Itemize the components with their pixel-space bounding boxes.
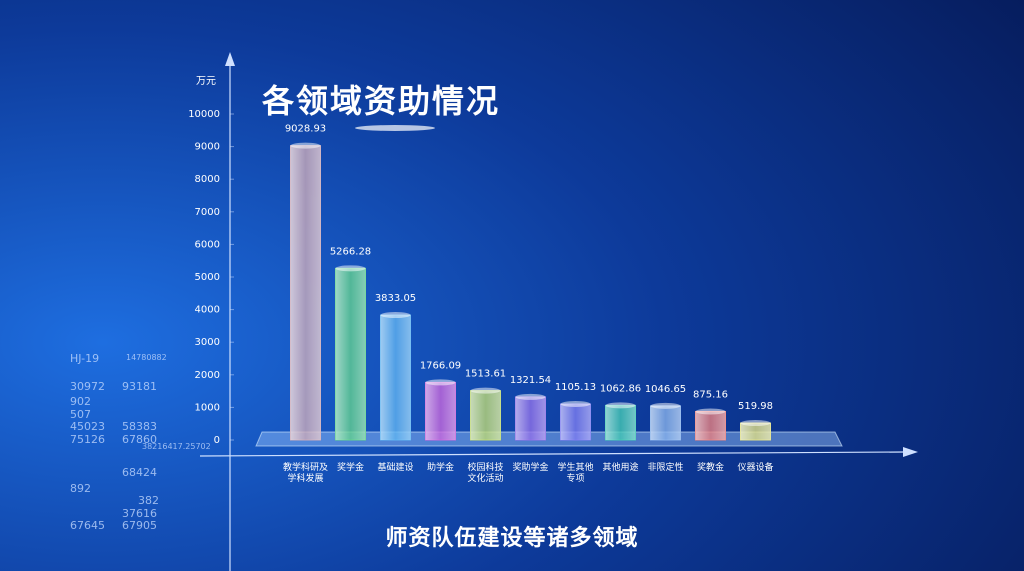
hud-number: 38216417.25702 xyxy=(142,442,211,451)
bar-shine xyxy=(515,396,546,440)
bar-top xyxy=(560,400,591,407)
bar-shine xyxy=(290,145,321,441)
y-tick-label: 5000 xyxy=(195,272,220,283)
x-tick-label: 助学金 xyxy=(426,463,454,473)
hud-number: 67905 xyxy=(122,519,157,532)
y-tick-label: 9000 xyxy=(195,142,220,153)
hud-number: 37616 xyxy=(122,507,157,520)
value-label: 1513.61 xyxy=(465,369,506,380)
bar-top xyxy=(470,387,501,394)
hud-number: 67860 xyxy=(122,433,157,446)
bar-shine xyxy=(695,411,726,440)
bar-shine xyxy=(605,405,636,440)
bar-shine xyxy=(470,390,501,440)
bar-shine xyxy=(335,268,366,440)
x-tick-label: 仪器设备 xyxy=(737,463,774,473)
value-label: 1062.86 xyxy=(600,383,641,394)
bar-top xyxy=(650,402,681,409)
bar-shine xyxy=(740,423,771,440)
bar-top xyxy=(515,393,546,400)
x-tick-label: 学生其他 专项 xyxy=(557,463,594,484)
bar-top xyxy=(740,420,771,427)
y-axis-label: 万元 xyxy=(196,76,216,87)
hud-number: 45023 xyxy=(70,420,105,433)
bar-top xyxy=(335,265,366,272)
y-tick-label: 3000 xyxy=(195,337,220,348)
value-label: 1766.09 xyxy=(420,360,461,371)
value-label: 1105.13 xyxy=(555,382,596,393)
x-tick-label: 其他用途 xyxy=(602,463,639,473)
bar-shine xyxy=(560,403,591,440)
value-label: 1321.54 xyxy=(510,375,551,386)
bar-shine xyxy=(650,405,681,440)
hud-number: 75126 xyxy=(70,433,105,446)
x-tick-label: 教学科研及 学科发展 xyxy=(282,463,328,484)
y-tick-label: 0 xyxy=(214,435,220,446)
bar-shine xyxy=(425,382,456,440)
bar-top xyxy=(605,402,636,409)
y-tick-label: 4000 xyxy=(195,305,220,316)
y-tick-label: 1000 xyxy=(195,402,220,413)
x-tick-label: 奖学金 xyxy=(336,463,364,473)
bar-shine xyxy=(380,315,411,440)
bar-top xyxy=(425,379,456,386)
x-axis xyxy=(199,451,906,457)
y-arrow xyxy=(225,52,235,66)
y-tick-label: 6000 xyxy=(195,239,220,250)
glow xyxy=(355,125,435,131)
hud-number: 30972 xyxy=(70,380,105,393)
x-tick-label: 非限定性 xyxy=(647,463,684,473)
hud-number: 507 xyxy=(70,408,91,421)
bar-top xyxy=(695,408,726,415)
x-tick-label: 奖助学金 xyxy=(512,463,549,473)
hud-number: 902 xyxy=(70,395,91,408)
chart-title: 各领域资助情况 xyxy=(262,82,501,120)
value-label: 875.16 xyxy=(693,389,728,400)
hud-number: 382 xyxy=(138,494,159,507)
x-tick-label: 基础建设 xyxy=(377,463,414,473)
x-arrow xyxy=(903,447,918,457)
bar-top xyxy=(380,312,411,319)
y-tick-label: 8000 xyxy=(195,174,220,185)
hud-number: 14780882 xyxy=(126,353,167,362)
hud-number: HJ-19 xyxy=(70,352,100,365)
bar-top xyxy=(290,142,321,149)
hud-number: 93181 xyxy=(122,380,157,393)
hud-number: 68424 xyxy=(122,466,157,479)
hud-number: 67645 xyxy=(70,519,105,532)
x-tick-label: 校园科技 文化活动 xyxy=(467,463,504,484)
x-tick-label: 奖教金 xyxy=(696,463,724,473)
hud-number: 58383 xyxy=(122,420,157,433)
value-label: 5266.28 xyxy=(330,246,371,257)
hud-number: 892 xyxy=(70,482,91,495)
value-label: 9028.93 xyxy=(285,124,326,135)
y-tick-label: 10000 xyxy=(188,109,220,120)
caption: 师资队伍建设等诸多领域 xyxy=(385,526,639,551)
value-label: 1046.65 xyxy=(645,384,686,395)
value-label: 3833.05 xyxy=(375,293,416,304)
y-tick-label: 7000 xyxy=(195,207,220,218)
value-label: 519.98 xyxy=(738,401,773,412)
y-tick-label: 2000 xyxy=(195,370,220,381)
